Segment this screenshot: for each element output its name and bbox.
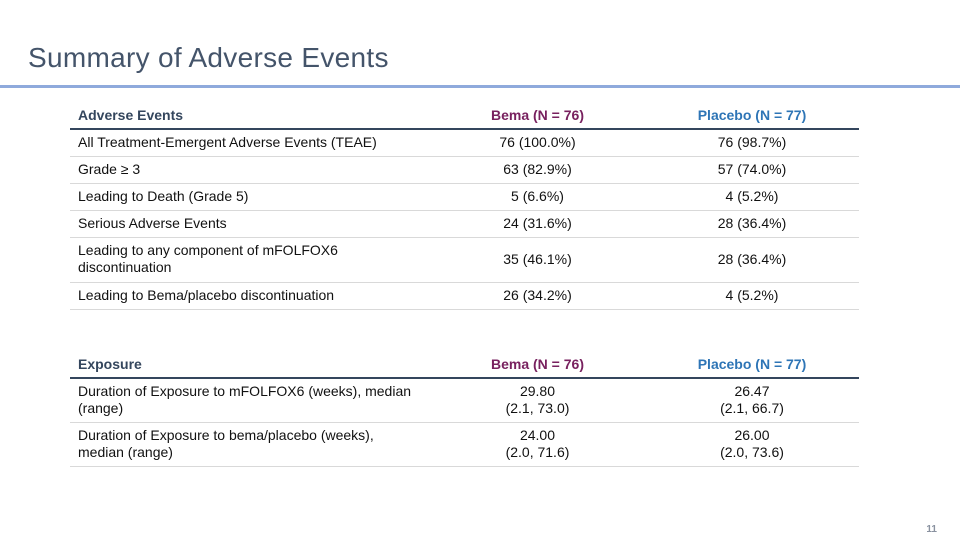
column-header-bema: Bema (N = 76): [430, 103, 645, 131]
adverse-events-header-row: Adverse Events Bema (N = 76) Placebo (N …: [70, 103, 859, 131]
placebo-value: 76 (98.7%): [645, 129, 859, 158]
column-header-adverse-events: Adverse Events: [70, 103, 430, 131]
table-row: Leading to Bema/placebo discontinuation …: [70, 282, 859, 310]
row-label: Leading to Bema/placebo discontinuation: [70, 282, 430, 310]
bema-value: 29.80 (2.1, 73.0): [430, 378, 645, 424]
placebo-value: 28 (36.4%): [645, 237, 859, 283]
title-underline: [0, 85, 960, 88]
column-header-placebo: Placebo (N = 77): [645, 103, 859, 131]
row-label: Serious Adverse Events: [70, 210, 430, 239]
bema-value: 26 (34.2%): [430, 282, 645, 310]
table-row: Leading to Death (Grade 5) 5 (6.6%) 4 (5…: [70, 183, 859, 212]
row-label: Leading to Death (Grade 5): [70, 183, 430, 212]
table-row: Duration of Exposure to mFOLFOX6 (weeks)…: [70, 378, 859, 424]
bema-value: 24.00 (2.0, 71.6): [430, 422, 645, 468]
placebo-value: 26.00 (2.0, 73.6): [645, 422, 859, 468]
row-label: Leading to any component of mFOLFOX6 dis…: [70, 237, 430, 283]
table-row: Serious Adverse Events 24 (31.6%) 28 (36…: [70, 210, 859, 239]
slide-title: Summary of Adverse Events: [28, 42, 389, 73]
adverse-events-table: Adverse Events Bema (N = 76) Placebo (N …: [70, 103, 859, 310]
placebo-value: 57 (74.0%): [645, 156, 859, 185]
bema-value: 35 (46.1%): [430, 237, 645, 283]
bema-value: 24 (31.6%): [430, 210, 645, 239]
bema-value: 76 (100.0%): [430, 129, 645, 158]
column-header-placebo: Placebo (N = 77): [645, 352, 859, 380]
placebo-value: 4 (5.2%): [645, 183, 859, 212]
placebo-value: 4 (5.2%): [645, 282, 859, 310]
bema-value: 5 (6.6%): [430, 183, 645, 212]
row-label: Duration of Exposure to mFOLFOX6 (weeks)…: [70, 378, 430, 424]
table-row: All Treatment-Emergent Adverse Events (T…: [70, 129, 859, 158]
table-row: Duration of Exposure to bema/placebo (we…: [70, 422, 859, 468]
row-label: Duration of Exposure to bema/placebo (we…: [70, 422, 430, 468]
table-row: Grade ≥ 3 63 (82.9%) 57 (74.0%): [70, 156, 859, 185]
placebo-value: 26.47 (2.1, 66.7): [645, 378, 859, 424]
bema-value: 63 (82.9%): [430, 156, 645, 185]
column-header-bema: Bema (N = 76): [430, 352, 645, 380]
table-row: Leading to any component of mFOLFOX6 dis…: [70, 237, 859, 283]
row-label: All Treatment-Emergent Adverse Events (T…: [70, 129, 430, 158]
page-number: 11: [926, 524, 937, 535]
row-label: Grade ≥ 3: [70, 156, 430, 185]
exposure-table: Exposure Bema (N = 76) Placebo (N = 77) …: [70, 352, 859, 468]
placebo-value: 28 (36.4%): [645, 210, 859, 239]
column-header-exposure: Exposure: [70, 352, 430, 380]
exposure-header-row: Exposure Bema (N = 76) Placebo (N = 77): [70, 352, 859, 380]
